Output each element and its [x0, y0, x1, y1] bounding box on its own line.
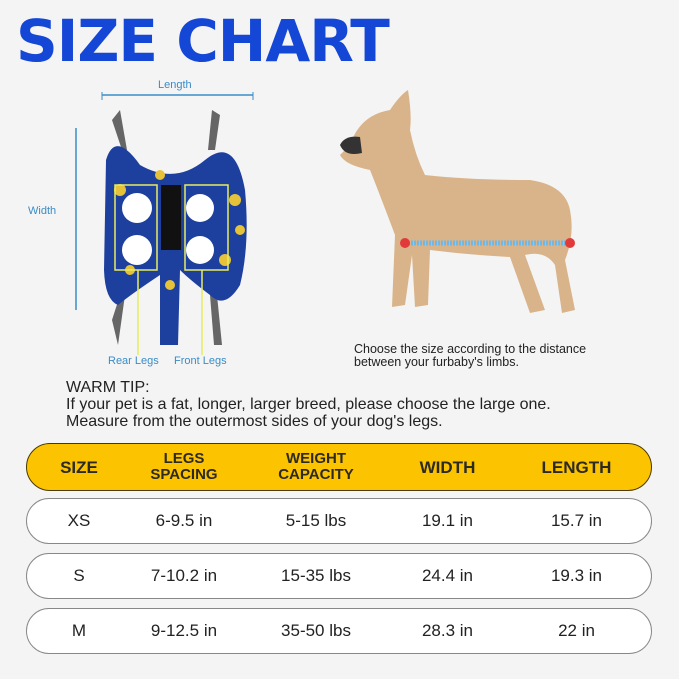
table-cell: 24.4 in [421, 566, 474, 585]
header-text: LENGTH [541, 457, 612, 477]
tip-line: Measure from the outermost sides of your… [66, 413, 443, 430]
width-label: Width [28, 205, 57, 217]
table-cell: 19.3 in [550, 566, 603, 585]
header-text: LEGS [163, 450, 205, 467]
table-cell: 19.1 in [421, 511, 474, 530]
table-cell: S [73, 566, 85, 585]
table-cell: 15-35 lbs [281, 566, 351, 585]
table-cell: 5-15 lbs [285, 511, 347, 530]
header-text: SIZE [60, 457, 98, 477]
table-cell: 6-9.5 in [155, 511, 213, 530]
table-row: S 7-10.2 in 15-35 lbs 24.4 in 19.3 in [26, 553, 652, 599]
table-cell: 35-50 lbs [281, 621, 351, 640]
front-legs-label: Front Legs [174, 355, 227, 367]
page-title: SIZE CHART [16, 7, 390, 75]
tip-line: If your pet is a fat, longer, larger bre… [66, 396, 551, 413]
header-text: CAPACITY [278, 466, 354, 483]
header-weight-capacity: WEIGHT CAPACITY [237, 451, 395, 483]
table-cell: 15.7 in [550, 511, 603, 530]
caption-line: between your furbaby's limbs. [354, 355, 519, 369]
measure-caption: Choose the size according to the distanc… [354, 343, 586, 369]
table-cell: M [71, 621, 87, 640]
length-label: Length [158, 79, 192, 91]
caption-line: Choose the size according to the distanc… [354, 342, 587, 356]
harness-diagram [75, 92, 254, 355]
header-text: SPACING [150, 466, 218, 483]
rear-legs-label: Rear Legs [108, 355, 159, 367]
header-size: SIZE [27, 459, 131, 476]
table-cell: XS [67, 511, 91, 530]
table-cell: 7-10.2 in [150, 566, 218, 585]
header-legs-spacing: LEGS SPACING [131, 451, 237, 483]
table-row: M 9-12.5 in 35-50 lbs 28.3 in 22 in [26, 608, 652, 654]
table-cell: 28.3 in [421, 621, 474, 640]
header-text: WIDTH [419, 457, 476, 477]
header-width: WIDTH [395, 459, 500, 476]
table-cell: 9-12.5 in [150, 621, 218, 640]
table-cell: 22 in [558, 621, 595, 640]
header-length: LENGTH [500, 459, 653, 476]
tip-heading: WARM TIP: [66, 379, 150, 396]
dog-image [340, 90, 575, 313]
table-header: SIZE LEGS SPACING WEIGHT CAPACITY WIDTH LE… [26, 443, 652, 491]
header-text: WEIGHT [286, 450, 346, 467]
table-row: XS 6-9.5 in 5-15 lbs 19.1 in 15.7 in [26, 498, 652, 544]
warm-tip: WARM TIP: If your pet is a fat, longer, … [66, 379, 551, 430]
